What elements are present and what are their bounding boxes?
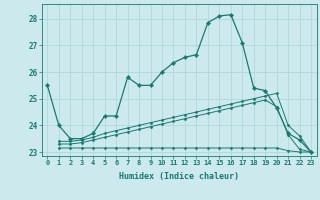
- X-axis label: Humidex (Indice chaleur): Humidex (Indice chaleur): [119, 172, 239, 181]
